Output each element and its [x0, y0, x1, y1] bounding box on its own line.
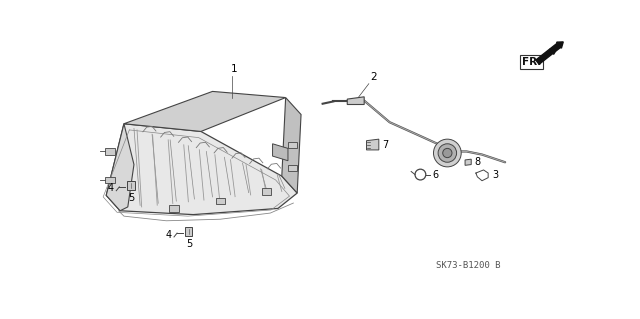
Text: 1: 1 [231, 64, 237, 74]
Polygon shape [185, 227, 193, 236]
Text: 5: 5 [129, 193, 135, 203]
Polygon shape [106, 124, 297, 215]
Circle shape [433, 139, 461, 167]
Text: 8: 8 [474, 157, 481, 167]
Polygon shape [127, 181, 135, 190]
Circle shape [443, 148, 452, 158]
Text: 7: 7 [382, 139, 388, 150]
Polygon shape [105, 148, 115, 154]
Text: 6: 6 [433, 170, 439, 180]
Polygon shape [105, 177, 115, 183]
Text: 4: 4 [166, 230, 172, 240]
Text: 3: 3 [493, 170, 499, 180]
Text: 2: 2 [371, 72, 377, 82]
Circle shape [438, 144, 456, 162]
Polygon shape [288, 165, 297, 172]
Polygon shape [273, 144, 288, 161]
Polygon shape [262, 189, 271, 195]
Polygon shape [106, 124, 134, 211]
Polygon shape [124, 92, 285, 131]
Text: 4: 4 [108, 183, 114, 193]
Polygon shape [465, 159, 471, 165]
Polygon shape [170, 205, 179, 211]
Text: SK73-B1200 B: SK73-B1200 B [436, 261, 500, 270]
Polygon shape [348, 97, 364, 105]
Text: FR.: FR. [522, 57, 541, 67]
Polygon shape [216, 198, 225, 204]
Text: 5: 5 [186, 239, 193, 249]
FancyArrow shape [536, 42, 563, 64]
Polygon shape [367, 139, 379, 150]
Polygon shape [288, 142, 297, 148]
Polygon shape [282, 98, 301, 193]
